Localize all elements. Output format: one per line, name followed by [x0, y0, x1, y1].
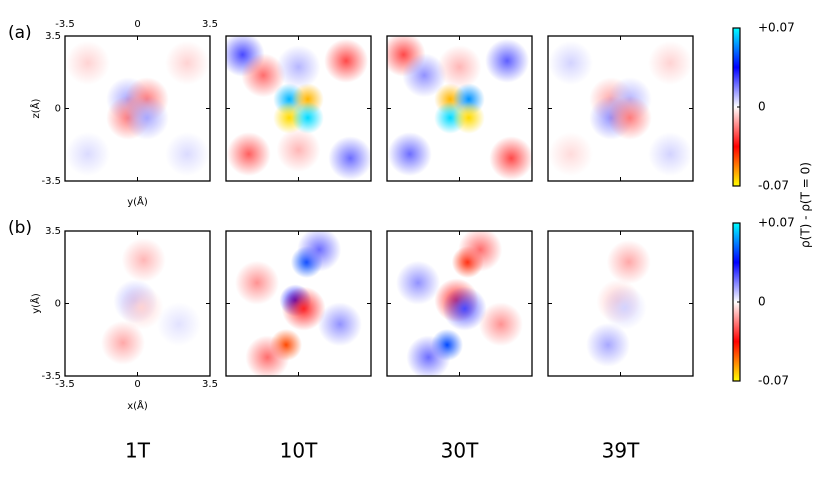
density-blob: [281, 286, 326, 331]
density-blob: [452, 101, 485, 134]
y-tick-label: -3.5: [41, 371, 61, 382]
colorbar-tick-label: +0.07: [758, 21, 795, 35]
column-label: 10T: [280, 439, 318, 463]
x-tick-label: 0: [134, 19, 140, 30]
density-blob: [119, 285, 164, 330]
density-blob: [124, 95, 169, 140]
x-axis-label: x(Å): [127, 399, 148, 412]
density-blob: [396, 260, 441, 305]
heatmap-panel: [387, 36, 532, 181]
density-blob: [165, 132, 210, 177]
y-tick-label: 3.5: [45, 31, 61, 42]
colorbar-label: ρ(T) - ρ(T = 0): [799, 162, 813, 248]
colorbar-tick-label: 0: [758, 100, 766, 114]
density-blob: [317, 302, 362, 347]
density-blob: [406, 335, 451, 376]
y-tick-label: 0: [55, 104, 61, 115]
colorbar-tick-label: +0.07: [758, 216, 795, 230]
density-blob: [276, 127, 321, 172]
y-axis-label: y(Å): [29, 293, 42, 314]
density-blob: [226, 132, 271, 177]
density-blob: [241, 53, 286, 98]
density-blob: [437, 45, 482, 90]
x-tick-label: 3.5: [202, 19, 218, 30]
colorbar-tick-label: 0: [758, 295, 766, 309]
heatmap-panel: [548, 231, 693, 376]
colorbar-tick-label: -0.07: [758, 179, 789, 193]
colorbar-tick-label: -0.07: [758, 374, 789, 388]
panel-tag: (b): [8, 218, 32, 238]
column-label: 30T: [441, 439, 479, 463]
x-tick-label: 3.5: [202, 379, 218, 390]
density-blob: [387, 132, 432, 177]
density-blob: [489, 136, 532, 181]
heatmap-panel: [226, 36, 371, 181]
density-blob: [586, 322, 631, 367]
density-blob: [606, 240, 651, 285]
density-blob: [291, 101, 324, 134]
column-label: 39T: [602, 439, 640, 463]
density-blob: [156, 302, 201, 347]
y-tick-label: 3.5: [45, 226, 61, 237]
density-blob: [324, 38, 369, 83]
heatmap-panel: [65, 231, 210, 376]
heatmap-panel: [65, 36, 210, 181]
x-tick-label: -3.5: [55, 19, 75, 30]
density-blob: [328, 136, 371, 181]
density-blob: [442, 286, 487, 331]
density-blob: [402, 53, 447, 98]
heatmap-panel: [548, 36, 693, 181]
density-blob: [245, 335, 290, 376]
density-blob: [65, 40, 110, 85]
density-blob: [607, 95, 652, 140]
density-blob: [65, 132, 110, 177]
density-blob: [165, 40, 210, 85]
density-blob: [276, 45, 321, 90]
heatmap-panel: [387, 231, 532, 376]
y-tick-label: 0: [55, 299, 61, 310]
column-label: 1T: [125, 439, 151, 463]
density-blob: [602, 285, 647, 330]
y-axis-label: z(Å): [29, 98, 42, 118]
density-blob: [121, 238, 166, 282]
y-tick-label: -3.5: [41, 176, 61, 187]
density-blob: [548, 132, 593, 177]
density-blob: [297, 231, 342, 272]
density-blob: [101, 320, 145, 365]
heatmap-panel: [226, 231, 371, 376]
density-blob: [235, 260, 280, 305]
density-blob: [648, 40, 693, 85]
density-blob: [648, 132, 693, 177]
density-blob: [548, 40, 593, 85]
x-tick-label: -3.5: [55, 379, 75, 390]
density-blob: [458, 231, 503, 272]
panel-tag: (a): [8, 23, 32, 43]
density-blob: [478, 302, 523, 347]
x-axis-label: y(Å): [127, 195, 148, 208]
density-blob: [485, 38, 530, 83]
x-tick-label: 0: [134, 379, 140, 390]
